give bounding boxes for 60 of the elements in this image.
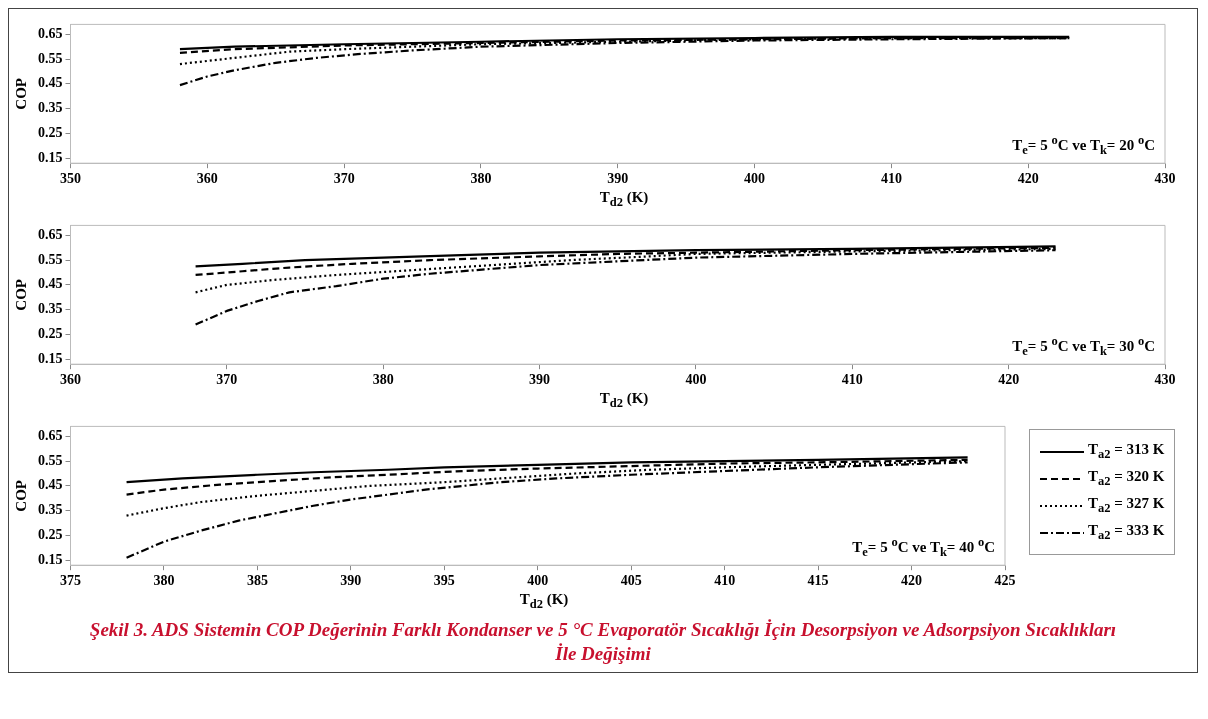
text: T$_{e}$= 5 $^{o}$C ve T$_{k}$= 20 $^{o}$C bbox=[1012, 133, 1155, 157]
x-tick-label: 350 bbox=[60, 171, 81, 187]
y-tick-label: 0.35 bbox=[38, 100, 63, 116]
legend-label: T$_{a2}$ = 327 K bbox=[1088, 495, 1165, 516]
x-tick-label: 380 bbox=[153, 573, 175, 589]
y-axis-title: COP bbox=[12, 77, 29, 110]
x-tick-label: 420 bbox=[1017, 171, 1039, 187]
x-tick-label: 390 bbox=[529, 372, 551, 388]
y-tick-label: 0.25 bbox=[38, 326, 63, 342]
y-tick-label: 0.45 bbox=[38, 276, 63, 292]
legend-label: T$_{a2}$ = 320 K bbox=[1088, 468, 1165, 489]
y-axis-title: COP bbox=[12, 278, 29, 311]
y-tick-label: 0.55 bbox=[38, 452, 63, 468]
x-tick-label: 425 bbox=[994, 573, 1016, 589]
x-tick-label: 360 bbox=[196, 171, 218, 187]
x-tick-label: 395 bbox=[433, 573, 455, 589]
x-tick-label: 415 bbox=[807, 573, 829, 589]
x-tick-label: 410 bbox=[841, 372, 863, 388]
y-tick-label: 0.25 bbox=[38, 527, 63, 543]
y-tick-label: 0.25 bbox=[38, 125, 63, 141]
x-tick-label: 430 bbox=[1154, 372, 1176, 388]
y-tick-label: 0.55 bbox=[38, 50, 63, 66]
text: T$_{e}$= 5 $^{o}$C ve T$_{k}$= 40 $^{o}$C bbox=[852, 535, 995, 559]
x-tick-label: 410 bbox=[880, 171, 902, 187]
x-tick-label: 405 bbox=[620, 573, 642, 589]
x-tick-label: 390 bbox=[607, 171, 629, 187]
legend-label: T$_{a2}$ = 313 K bbox=[1088, 441, 1165, 462]
y-tick-label: 0.65 bbox=[38, 427, 63, 443]
x-tick-label: 380 bbox=[470, 171, 492, 187]
y-tick-label: 0.55 bbox=[38, 251, 63, 267]
x-tick-label: 370 bbox=[216, 372, 238, 388]
y-tick-label: 0.15 bbox=[38, 551, 63, 567]
y-tick-label: 0.45 bbox=[38, 75, 63, 91]
x-tick-label: 410 bbox=[714, 573, 736, 589]
x-tick-label: 430 bbox=[1154, 171, 1176, 187]
y-tick-label: 0.45 bbox=[38, 477, 63, 493]
x-tick-label: 420 bbox=[998, 372, 1020, 388]
x-tick-label: 400 bbox=[527, 573, 549, 589]
y-tick-label: 0.65 bbox=[38, 226, 63, 242]
x-tick-label: 400 bbox=[685, 372, 707, 388]
x-tick-label: 380 bbox=[372, 372, 394, 388]
y-tick-label: 0.35 bbox=[38, 301, 63, 317]
x-tick-label: 390 bbox=[340, 573, 362, 589]
x-axis-title: T$_{d2}$ (K) bbox=[598, 189, 650, 210]
x-tick-label: 420 bbox=[901, 573, 923, 589]
text: T$_{e}$= 5 $^{o}$C ve T$_{k}$= 30 $^{o}$C bbox=[1012, 334, 1155, 358]
x-axis-title: T$_{d2}$ (K) bbox=[598, 390, 650, 411]
text: Şekil 3. ADS Sistemin COP Değerinin Farklı Kondanser ve 5 °C Evaporatör Sıcaklığı İçin Desorpsiyon ve Adsorpsiyon Sıcaklıkları İle Değişimi bbox=[89, 618, 1117, 666]
x-tick-label: 360 bbox=[60, 372, 81, 388]
y-axis-title: COP bbox=[12, 479, 29, 512]
y-tick-label: 0.15 bbox=[38, 350, 63, 366]
x-tick-label: 400 bbox=[744, 171, 766, 187]
x-axis-title: T$_{d2}$ (K) bbox=[518, 591, 570, 612]
y-tick-label: 0.65 bbox=[38, 25, 63, 41]
y-tick-label: 0.35 bbox=[38, 502, 63, 518]
x-tick-label: 370 bbox=[333, 171, 355, 187]
x-tick-label: 375 bbox=[60, 573, 81, 589]
legend-label: T$_{a2}$ = 333 K bbox=[1088, 522, 1165, 543]
y-tick-label: 0.15 bbox=[38, 149, 63, 165]
x-tick-label: 385 bbox=[246, 573, 268, 589]
